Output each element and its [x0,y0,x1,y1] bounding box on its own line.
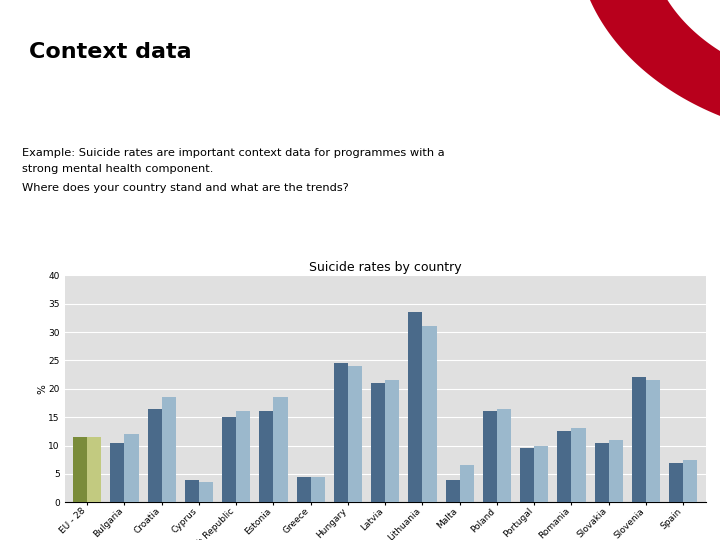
Title: Suicide rates by country: Suicide rates by country [309,261,462,274]
Bar [162,397,176,502]
Bar [497,409,511,502]
Text: Context data: Context data [29,42,192,62]
Bar [459,465,474,502]
Bar [311,477,325,502]
Bar [297,477,311,502]
Bar [408,312,423,502]
Bar [125,434,138,502]
Bar [334,363,348,502]
Text: strong mental health component.: strong mental health component. [22,164,213,173]
Bar [371,383,385,502]
Bar [646,380,660,502]
Bar [259,411,274,502]
Bar [595,443,608,502]
Bar [110,443,125,502]
Bar [73,437,87,502]
Bar [274,397,287,502]
Text: Where does your country stand and what are the trends?: Where does your country stand and what a… [22,183,348,193]
Bar [87,437,102,502]
Bar [423,326,436,502]
Text: Example: Suicide rates are important context data for programmes with a: Example: Suicide rates are important con… [22,148,444,158]
Bar [520,448,534,502]
Bar [557,431,572,502]
Bar [148,409,162,502]
Bar [572,429,585,502]
Polygon shape [580,0,720,138]
Bar [199,482,213,502]
Bar [348,366,362,502]
Bar [446,480,459,502]
Y-axis label: %: % [37,384,47,394]
Bar [632,377,646,502]
Bar [236,411,251,502]
Bar [683,460,698,502]
Bar [534,446,549,502]
Bar [222,417,236,502]
Bar [385,380,400,502]
Bar [185,480,199,502]
Bar [669,462,683,502]
Bar [608,440,623,502]
Bar [483,411,497,502]
